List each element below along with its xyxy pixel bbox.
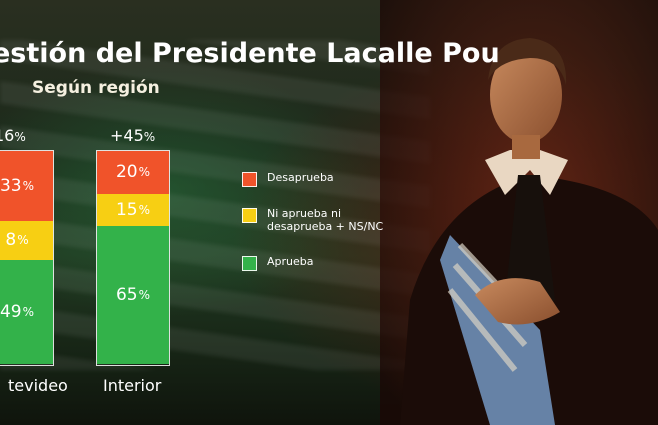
legend-item-aprueba: Aprueba [242, 255, 387, 271]
data-label-interior-neutral: 15 [115, 199, 138, 220]
data-label-unit: % [138, 287, 151, 302]
data-label-interior-aprueba: 65 [115, 284, 138, 305]
data-label-unit: % [22, 304, 35, 319]
data-label-unit: % [17, 233, 29, 248]
bar-interior: 20% 15% 65% [96, 150, 170, 366]
data-label-montevideo-aprueba: 49 [0, 301, 22, 322]
net-label-montevideo: 16% [0, 126, 26, 145]
data-label-montevideo-desaprueba: 33 [0, 176, 22, 197]
net-label-interior: +45% [110, 126, 156, 145]
president-portrait-photo [380, 0, 658, 425]
legend-item-neutral: Ni aprueba ni desaprueba + NS/NC [242, 207, 387, 233]
legend-swatch-desaprueba [242, 172, 257, 187]
flag-stripes-background [0, 40, 430, 370]
legend-label-desaprueba: Desaprueba [267, 171, 334, 184]
bar-segment-montevideo-aprueba: 49% [0, 259, 53, 364]
chart-subtitle: Según región [32, 78, 160, 98]
bar-segment-interior-neutral: 15% [97, 193, 169, 226]
bar-segment-interior-desaprueba: 20% [97, 151, 169, 194]
legend-item-desaprueba: Desaprueba [242, 171, 387, 187]
bar-segment-interior-aprueba: 65% [97, 225, 169, 364]
legend-swatch-aprueba [242, 256, 257, 271]
data-label-montevideo-neutral: 8 [5, 230, 17, 251]
data-label-unit: % [22, 179, 35, 194]
bar-montevideo: 33% 8% 49% [0, 150, 54, 366]
chart-title: estión del Presidente Lacalle Pou [0, 38, 500, 69]
legend-swatch-neutral [242, 208, 257, 223]
category-label-montevideo: tevideo [8, 376, 68, 395]
data-label-unit: % [138, 202, 151, 217]
bar-segment-montevideo-neutral: 8% [0, 221, 53, 260]
legend-label-aprueba: Aprueba [267, 255, 314, 268]
legend-label-neutral: Ni aprueba ni desaprueba + NS/NC [267, 207, 384, 233]
bar-segment-montevideo-desaprueba: 33% [0, 151, 53, 222]
data-label-unit: % [138, 165, 151, 180]
data-label-interior-desaprueba: 20 [115, 162, 138, 183]
category-label-interior: Interior [103, 376, 162, 395]
